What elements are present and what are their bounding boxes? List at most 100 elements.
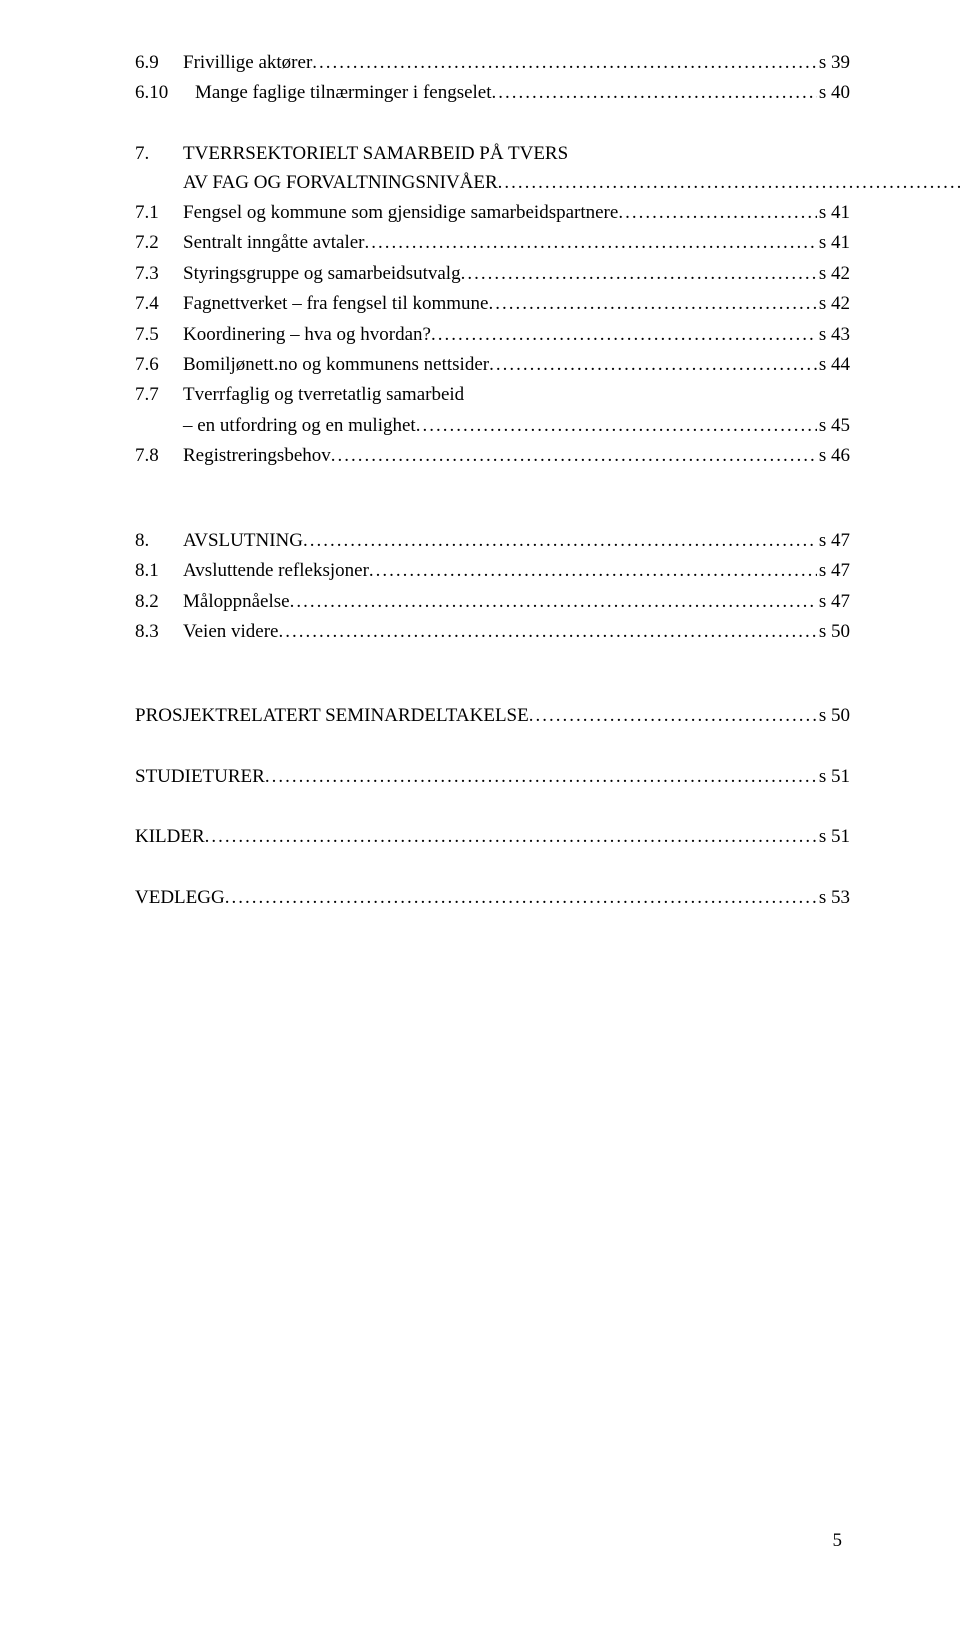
toc-page: s 50 [817,617,850,646]
toc-leader [431,320,817,349]
toc-leader [278,617,816,646]
toc-text: Veien videre [183,617,278,646]
toc-page: s 51 [817,822,850,851]
toc-page: s 47 [817,526,850,555]
toc-leader [498,168,960,197]
toc-section-heading: 8. AVSLUTNING s 47 [135,526,850,555]
toc-entry: 8.3 Veien videre s 50 [135,617,850,646]
toc-page: s 42 [817,259,850,288]
toc-entry: 6.9 Frivillige aktører s 39 [135,48,850,77]
toc-leader [618,198,817,227]
toc-entry: 7.7 Tverrfaglig og tverretatlig samarbei… [135,380,850,409]
toc-num: 7.2 [135,228,183,257]
toc-text: Sentralt inngåtte avtaler [183,228,364,257]
toc-entry: 6.10 Mange faglige tilnærminger i fengse… [135,78,850,107]
toc-page: s 45 [817,411,850,440]
toc-text: Tverrfaglig og tverretatlig samarbeid [183,380,464,409]
toc-leader [303,526,817,555]
toc-heading-block: TVERRSEKTORIELT SAMARBEID PÅ TVERS AV FA… [183,139,960,198]
toc-leader [416,411,817,440]
toc-page: s 53 [817,883,850,912]
toc-leader [205,822,817,851]
spacer [135,792,850,822]
toc-page: s 46 [817,441,850,470]
toc-entry: 7.4 Fagnettverket – fra fengsel til komm… [135,289,850,318]
toc-num: 7.8 [135,441,183,470]
toc-heading-line1: TVERRSEKTORIELT SAMARBEID PÅ TVERS [183,139,960,168]
toc-text: VEDLEGG [135,883,225,912]
toc-num: 7.3 [135,259,183,288]
toc-num: 7. [135,139,183,198]
toc-text: PROSJEKTRELATERT SEMINARDELTAKELSE [135,701,529,730]
toc-num: 7.5 [135,320,183,349]
toc-text: Fagnettverket – fra fengsel til kommune [183,289,489,318]
toc-entry: 7.1 Fengsel og kommune som gjensidige sa… [135,198,850,227]
toc-page: s 47 [817,587,850,616]
toc-num: 6.9 [135,48,183,77]
toc-leader [331,441,817,470]
toc-text: Frivillige aktører [183,48,312,77]
toc-num: 7.7 [135,380,183,409]
toc-section-heading: STUDIETURER s 51 [135,762,850,791]
toc-text: Bomiljønett.no og kommunens nettsider [183,350,489,379]
toc-section-heading: KILDER s 51 [135,822,850,851]
toc-leader [364,228,816,257]
spacer [135,853,850,883]
toc-num: 6.10 [135,78,195,107]
toc-entry: 7.3 Styringsgruppe og samarbeidsutvalg s… [135,259,850,288]
page: 6.9 Frivillige aktører s 39 6.10 Mange f… [0,0,960,1648]
toc-entry: 7.6 Bomiljønett.no og kommunens nettside… [135,350,850,379]
toc-text: Måloppnåelse [183,587,290,616]
toc-leader [312,48,817,77]
toc-num: 8.3 [135,617,183,646]
toc-page: s 51 [817,762,850,791]
toc-text: AVSLUTNING [183,526,303,555]
toc-entry: 7.2 Sentralt inngåtte avtaler s 41 [135,228,850,257]
toc-page: s 40 [817,78,850,107]
toc-text: – en utfordring og en mulighet [183,411,416,440]
toc-page: s 41 [817,228,850,257]
toc-num: 7.6 [135,350,183,379]
toc-leader [369,556,817,585]
toc-text: Avsluttende refleksjoner [183,556,369,585]
toc-page: s 47 [817,556,850,585]
spacer [135,647,850,701]
toc-leader [489,289,817,318]
toc-page: s 50 [817,701,850,730]
toc-page: s 44 [817,350,850,379]
page-number: 5 [833,1530,843,1552]
toc-entry-continuation: – en utfordring og en mulighet s 45 [135,411,850,440]
toc-entry: 8.1 Avsluttende refleksjoner s 47 [135,556,850,585]
toc-leader [529,701,817,730]
toc-text: Styringsgruppe og samarbeidsutvalg [183,259,461,288]
toc-section-heading: 7. TVERRSEKTORIELT SAMARBEID PÅ TVERS AV… [135,139,850,198]
toc-leader [225,883,817,912]
toc-text: Registreringsbehov [183,441,331,470]
toc-section-heading: PROSJEKTRELATERT SEMINARDELTAKELSE s 50 [135,701,850,730]
toc-num: 7.4 [135,289,183,318]
toc-leader [461,259,817,288]
toc-leader [489,350,817,379]
toc-num: 7.1 [135,198,183,227]
spacer [135,732,850,762]
toc-text: Koordinering – hva og hvordan? [183,320,431,349]
toc-entry: 8.2 Måloppnåelse s 47 [135,587,850,616]
toc-entry: 7.5 Koordinering – hva og hvordan? s 43 [135,320,850,349]
toc-leader [290,587,817,616]
spacer [135,472,850,526]
toc-text: KILDER [135,822,205,851]
toc-text: Mange faglige tilnærminger i fengselet [195,78,492,107]
toc-entry: 7.8 Registreringsbehov s 46 [135,441,850,470]
toc-leader [492,78,817,107]
toc-section-heading: VEDLEGG s 53 [135,883,850,912]
toc-num: 8.1 [135,556,183,585]
toc-num: 8.2 [135,587,183,616]
toc-page: s 42 [817,289,850,318]
toc-text: STUDIETURER [135,762,265,791]
toc-text: Fengsel og kommune som gjensidige samarb… [183,198,618,227]
toc-leader [265,762,817,791]
toc-heading-line2: AV FAG OG FORVALTNINGSNIVÅER s 41 [183,168,960,197]
toc-page: s 43 [817,320,850,349]
toc-heading-line2-text: AV FAG OG FORVALTNINGSNIVÅER [183,168,498,197]
toc-page: s 41 [817,198,850,227]
